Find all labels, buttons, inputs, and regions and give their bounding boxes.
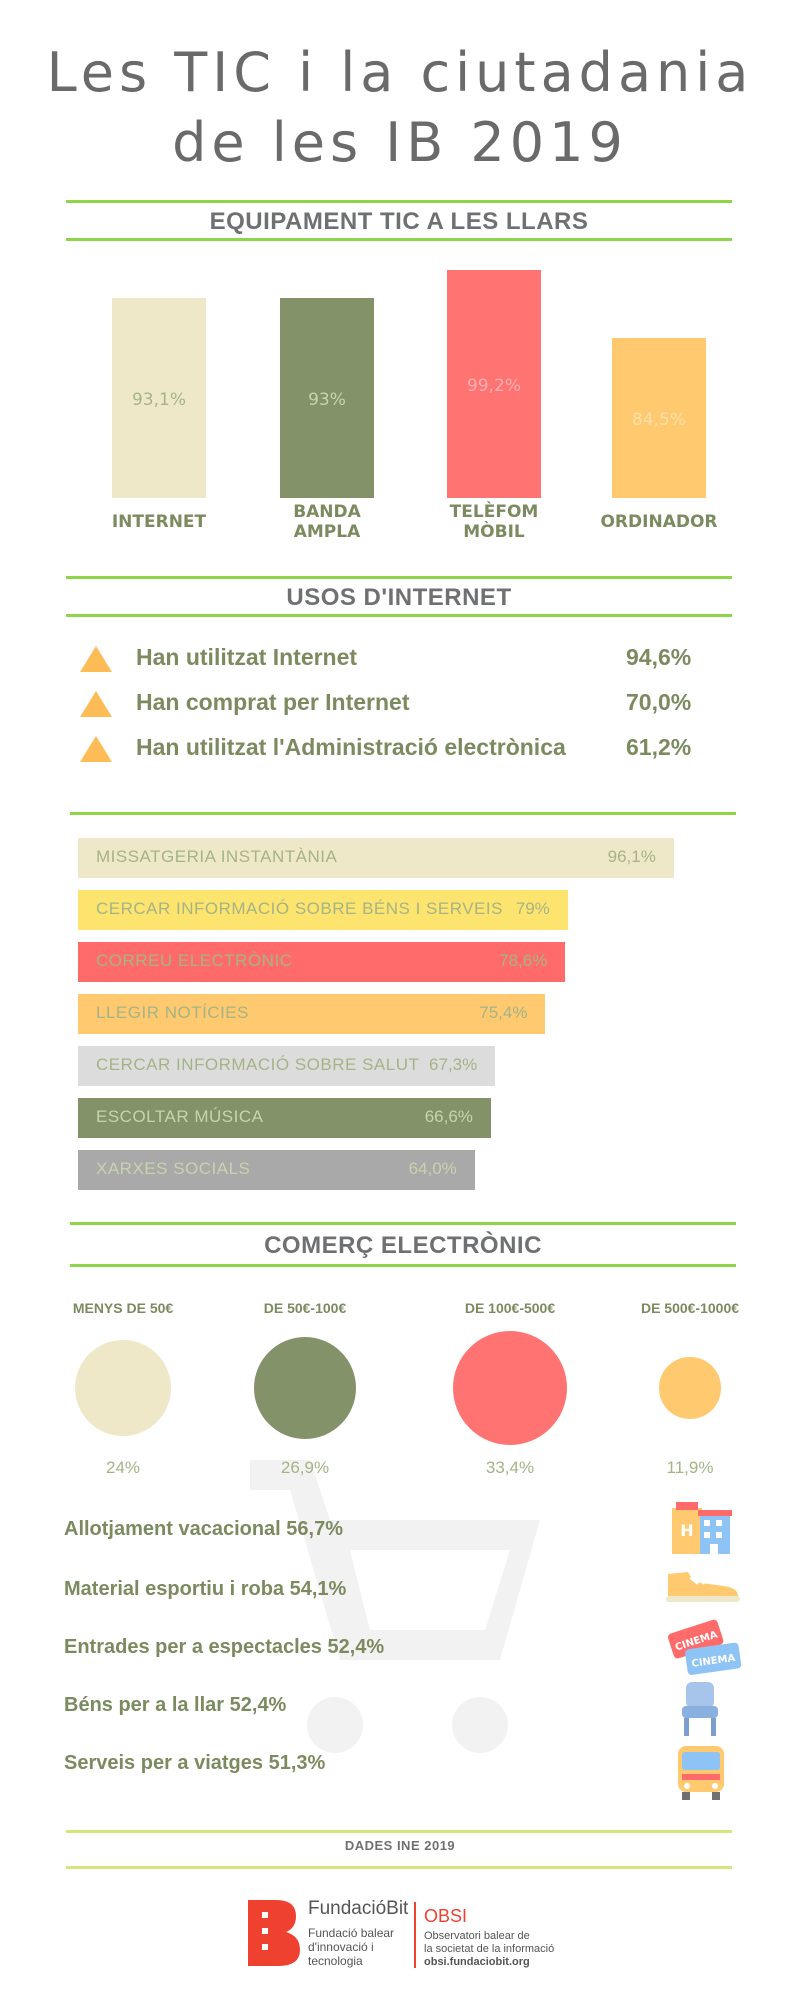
chair-icon — [682, 1682, 718, 1736]
spending-bubble-chart: MENYS DE 50€ 24% DE 50€-100€ 26,9% DE 100€-5… — [0, 1290, 800, 1480]
usage-item-value: 61,2% — [626, 734, 692, 760]
internet-use-bar: LLEGIR NOTÍCIES 75,4% — [78, 994, 546, 1034]
equipment-bar: 84,5% — [612, 337, 706, 498]
svg-text:H: H — [680, 1521, 693, 1540]
fundaciobit-desc-line: tecnologia — [308, 1954, 363, 1968]
usage-item: Han utilitzat Internet 94,6% — [80, 642, 720, 678]
usage-item-value: 94,6% — [626, 644, 692, 670]
section-title-commerce: COMERÇ ELECTRÒNIC — [264, 1232, 542, 1259]
divider — [66, 1866, 732, 1869]
internet-use-bar: XARXES SOCIALS 64,0% — [78, 1150, 475, 1190]
fundaciobit-description: Fundació balear d'innovació i tecnologia — [308, 1926, 394, 1968]
equipment-bar-value: 99,2% — [466, 375, 521, 396]
fundaciobit-desc-line: d'innovació i — [308, 1940, 374, 1954]
spending-bubble-value: 11,9% — [666, 1458, 714, 1477]
equipment-bar-category: BANDA AMPLA — [293, 502, 361, 542]
divider — [70, 1222, 736, 1225]
internet-use-value: 79% — [515, 899, 550, 918]
spending-bubble-value: 26,9% — [280, 1458, 330, 1477]
internet-use-value: 67,3% — [429, 1055, 478, 1074]
usage-item-value: 70,0% — [626, 689, 692, 715]
usage-item: Han comprat per Internet 70,0% — [80, 687, 720, 723]
spending-bubble — [253, 1336, 357, 1440]
equipment-bar-chart: 93,1% INTERNET 93% BANDA AMPLA 99,2% TELÈFOM MÒ… — [0, 250, 800, 560]
internet-uses-bar-chart: MISSATGERIA INSTANTÀNIA 96,1% CERCAR INFOR… — [0, 838, 800, 1198]
internet-use-value: 64,0% — [408, 1159, 457, 1178]
usage-item-label: Han utilitzat Internet — [136, 644, 358, 670]
internet-use-label: CERCAR INFORMACIÓ SOBRE BÉNS I SERVEIS — [96, 899, 503, 918]
divider — [66, 1830, 732, 1833]
internet-use-value: 66,6% — [424, 1107, 473, 1126]
internet-use-value: 78,6% — [499, 951, 548, 970]
internet-use-label: MISSATGERIA INSTANTÀNIA — [96, 847, 338, 866]
obsi-desc-line: Observatori balear de — [424, 1930, 530, 1942]
divider — [66, 614, 732, 617]
equipment-bar-category: TELÈFOM MÒBIL — [449, 502, 539, 542]
purchase-category: Allotjament vacacional 56,7% — [64, 1518, 344, 1540]
equipment-bar: 99,2% — [447, 269, 541, 498]
internet-use-bar: MISSATGERIA INSTANTÀNIA 96,1% — [78, 838, 674, 878]
divider — [70, 812, 736, 815]
equipment-bar-category: INTERNET — [111, 512, 207, 532]
obsi-description: Observatori balear de la societat de la … — [424, 1930, 554, 1969]
triangle-bullet-icon — [80, 646, 112, 672]
purchase-category: Béns per a la llar 52,4% — [64, 1694, 287, 1716]
logo-separator — [414, 1902, 416, 1968]
purchase-category: Material esportiu i roba 54,1% — [64, 1578, 347, 1600]
fundaciobit-logo — [248, 1900, 300, 1966]
divider — [66, 238, 732, 241]
bus-icon — [678, 1746, 724, 1800]
cinema-ticket-icon: CINEMA CINEMA — [667, 1619, 742, 1675]
spending-range-label: DE 100€-500€ — [464, 1300, 556, 1316]
shopping-cart-icon — [250, 1460, 540, 1753]
hotel-icon: H — [672, 1502, 732, 1554]
equipment-bar-category: ORDINADOR — [600, 512, 718, 532]
divider — [66, 200, 732, 203]
usage-item-label: Han comprat per Internet — [136, 689, 410, 715]
triangle-bullet-icon — [80, 736, 112, 762]
source-note: DADES INE 2019 — [344, 1838, 456, 1853]
spending-bubble-value: 24% — [105, 1458, 141, 1477]
divider — [66, 576, 732, 579]
internet-use-label: XARXES SOCIALS — [96, 1159, 251, 1178]
spending-range-label: DE 50€-100€ — [263, 1300, 347, 1316]
obsi-desc-line: la societat de la informació — [424, 1943, 555, 1955]
purchase-category: Entrades per a espectacles 52,4% — [64, 1636, 385, 1658]
internet-use-value: 96,1% — [607, 847, 656, 866]
purchase-category: Serveis per a viatges 51,3% — [64, 1752, 326, 1774]
page-title: Les TIC i la ciutadania de les IB 2019 — [46, 41, 754, 174]
equipment-bar-value: 84,5% — [631, 409, 686, 430]
usage-item-label: Han utilitzat l'Administració electrònic… — [136, 734, 566, 760]
spending-range-label: DE 500€-1000€ — [640, 1300, 740, 1316]
internet-use-label: CORREU ELECTRÒNIC — [96, 951, 293, 970]
spending-bubble-value: 33,4% — [485, 1458, 535, 1477]
internet-use-value: 75,4% — [479, 1003, 528, 1022]
equipment-bar: 93,1% — [112, 298, 206, 498]
section-title-equipment: EQUIPAMENT TIC A LES LLARS — [209, 208, 589, 235]
internet-use-bar: ESCOLTAR MÚSICA 66,6% — [78, 1098, 491, 1138]
spending-bubble — [453, 1331, 567, 1445]
internet-use-label: LLEGIR NOTÍCIES — [96, 1003, 249, 1022]
fundaciobit-name: FundacióBit — [308, 1898, 409, 1919]
internet-use-label: ESCOLTAR MÚSICA — [96, 1107, 264, 1126]
equipment-bar-value: 93,1% — [131, 390, 186, 410]
spending-bubble — [659, 1357, 721, 1419]
spending-bubble — [74, 1339, 172, 1437]
internet-use-bar: CORREU ELECTRÒNIC 78,6% — [78, 942, 566, 982]
sneaker-icon — [666, 1572, 740, 1602]
internet-use-bar: CERCAR INFORMACIÓ SOBRE SALUT 67,3% — [78, 1046, 496, 1086]
obsi-name: OBSI — [424, 1906, 468, 1926]
fundaciobit-desc-line: Fundació balear — [308, 1926, 395, 1940]
divider — [70, 1264, 736, 1267]
equipment-bar: 93% — [280, 298, 374, 498]
usage-item: Han utilitzat l'Administració electrònic… — [80, 732, 720, 768]
spending-range-label: MENYS DE 50€ — [72, 1300, 174, 1316]
internet-use-bar: CERCAR INFORMACIÓ SOBRE BÉNS I SERVEIS 79… — [78, 890, 568, 930]
section-title-usage: USOS D'INTERNET — [286, 584, 512, 611]
obsi-url: obsi.fundaciobit.org — [424, 1956, 530, 1968]
triangle-bullet-icon — [80, 691, 112, 717]
internet-use-label: CERCAR INFORMACIÓ SOBRE SALUT — [96, 1055, 420, 1074]
equipment-bar-value: 93% — [308, 390, 346, 411]
